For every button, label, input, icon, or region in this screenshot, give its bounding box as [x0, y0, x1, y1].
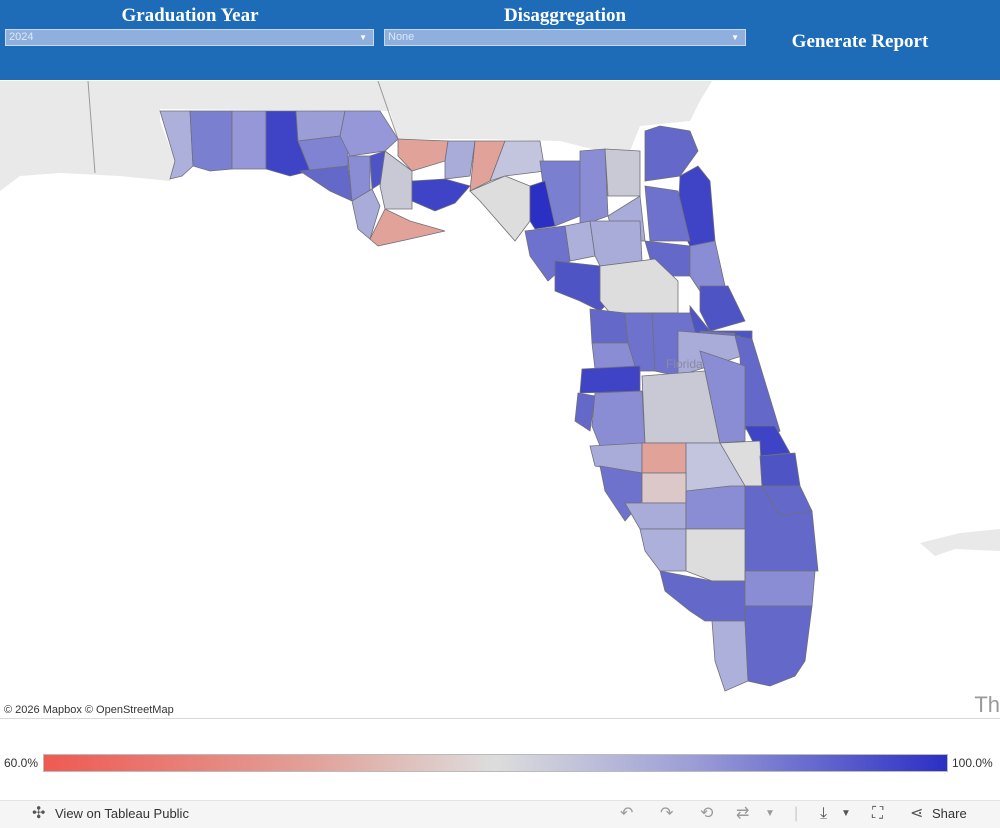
county-monroe[interactable]: [711, 620, 749, 692]
chevron-down-icon[interactable]: ▼: [765, 808, 775, 819]
county-gulf[interactable]: [351, 188, 381, 240]
county-lee[interactable]: [639, 528, 687, 572]
county-franklin[interactable]: [369, 208, 446, 247]
county-jefferson[interactable]: [444, 140, 476, 180]
county-baker[interactable]: [604, 148, 641, 197]
county-pinellas[interactable]: [574, 392, 596, 432]
disaggregation-value: None: [388, 31, 415, 43]
map-view[interactable]: Florida © 2026 Mapbox © OpenStreetMap Th: [0, 81, 1000, 719]
county-glades[interactable]: [685, 485, 746, 530]
county-alachua[interactable]: [589, 220, 643, 267]
redo-icon[interactable]: ↷: [660, 805, 674, 822]
county-charlotte[interactable]: [624, 502, 687, 530]
corner-label: Th: [974, 692, 1000, 717]
view-on-tableau-link[interactable]: View on Tableau Public: [55, 806, 189, 821]
land-north: [0, 81, 712, 191]
map-attribution[interactable]: © 2026 Mapbox © OpenStreetMap: [4, 704, 174, 716]
state-border-line: [87, 81, 96, 174]
county-bay[interactable]: [298, 165, 353, 202]
county-desoto[interactable]: [641, 472, 687, 504]
county-liberty[interactable]: [379, 150, 413, 210]
disaggregation-title: Disaggregation: [503, 5, 627, 26]
state-border-line: [377, 81, 399, 140]
county-group[interactable]: [159, 110, 819, 692]
legend-min-label: 60.0%: [4, 756, 39, 770]
share-icon[interactable]: ⋖: [910, 805, 924, 822]
county-hillsborough[interactable]: [591, 390, 646, 447]
county-pasco[interactable]: [579, 365, 641, 394]
share-button[interactable]: Share: [932, 806, 967, 821]
color-legend-bar: [43, 754, 948, 772]
florida-county-map[interactable]: Florida: [0, 81, 1000, 718]
county-hardee[interactable]: [641, 442, 687, 474]
county-miami-dade[interactable]: [744, 605, 813, 687]
undo-icon[interactable]: ↶: [620, 805, 634, 822]
generate-report-button[interactable]: Generate Report: [775, 30, 945, 54]
county-clay[interactable]: [644, 185, 691, 242]
graduation-year-title: Graduation Year: [121, 5, 259, 26]
header-bar: Graduation Year 2024 ▼ Disaggregation No…: [0, 0, 1000, 80]
county-columbia[interactable]: [579, 148, 609, 227]
land-east-island: [920, 529, 1000, 556]
fullscreen-icon[interactable]: ⛶: [872, 805, 884, 822]
county-leon[interactable]: [397, 138, 449, 172]
refresh-icon[interactable]: ⇄: [736, 805, 750, 822]
chevron-down-icon[interactable]: ▼: [841, 808, 851, 819]
graduation-year-select[interactable]: 2024 ▼: [5, 29, 374, 46]
county-okaloosa[interactable]: [231, 110, 267, 170]
county-st-lucie[interactable]: [759, 452, 801, 487]
county-hernando[interactable]: [591, 342, 636, 370]
county-lafayette[interactable]: [529, 180, 556, 230]
state-label: Florida: [666, 357, 703, 371]
county-hamilton[interactable]: [489, 140, 546, 182]
revert-icon[interactable]: ⟲: [700, 805, 714, 822]
county-santa-rosa[interactable]: [189, 110, 233, 172]
county-nassau[interactable]: [644, 125, 699, 182]
tableau-logo-icon: ✣: [32, 805, 46, 822]
chevron-down-icon: ▼: [731, 33, 739, 42]
county-hendry[interactable]: [685, 528, 746, 582]
county-broward[interactable]: [744, 570, 816, 607]
county-st-johns[interactable]: [689, 240, 726, 292]
county-jackson[interactable]: [339, 110, 399, 157]
graduation-year-value: 2024: [9, 31, 34, 43]
disaggregation-select[interactable]: None ▼: [384, 29, 746, 46]
legend-max-label: 100.0%: [952, 756, 993, 770]
county-flagler[interactable]: [699, 285, 746, 332]
chevron-down-icon: ▼: [359, 33, 367, 42]
tableau-toolbar: ✣ View on Tableau Public ↶ ↷ ⟲ ⇄ ▼ | ⤓ ▼…: [0, 800, 1000, 828]
toolbar-divider: |: [794, 805, 799, 822]
county-citrus[interactable]: [589, 308, 629, 344]
download-icon[interactable]: ⤓: [820, 805, 828, 822]
county-wakulla[interactable]: [411, 178, 471, 212]
